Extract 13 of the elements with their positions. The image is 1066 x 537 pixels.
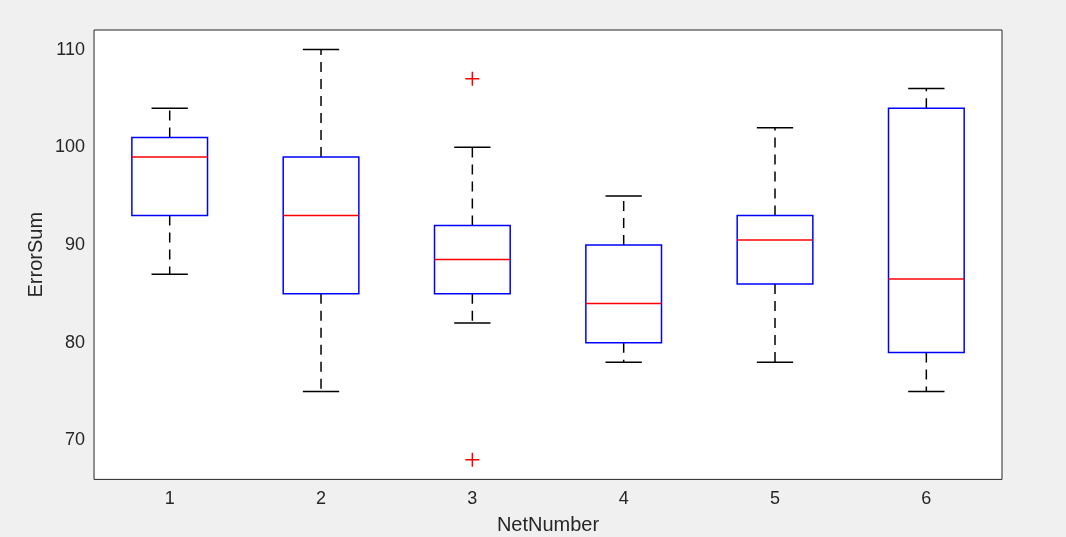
y-axis-title: ErrorSum bbox=[23, 211, 46, 298]
x-tick-label: 4 bbox=[618, 488, 629, 509]
x-tick-label: 6 bbox=[921, 488, 932, 509]
y-tick-label: 110 bbox=[56, 38, 86, 59]
y-tick-label: 80 bbox=[65, 331, 86, 352]
x-tick-label: 1 bbox=[164, 488, 175, 509]
y-tick-label: 70 bbox=[65, 429, 86, 450]
x-axis-title: NetNumber bbox=[496, 512, 600, 535]
y-tick-label: 100 bbox=[54, 136, 86, 157]
x-tick-label: 3 bbox=[467, 488, 478, 509]
x-tick-label: 5 bbox=[770, 488, 781, 509]
x-tick-label: 2 bbox=[316, 488, 327, 509]
y-tick-label: 90 bbox=[65, 233, 86, 254]
